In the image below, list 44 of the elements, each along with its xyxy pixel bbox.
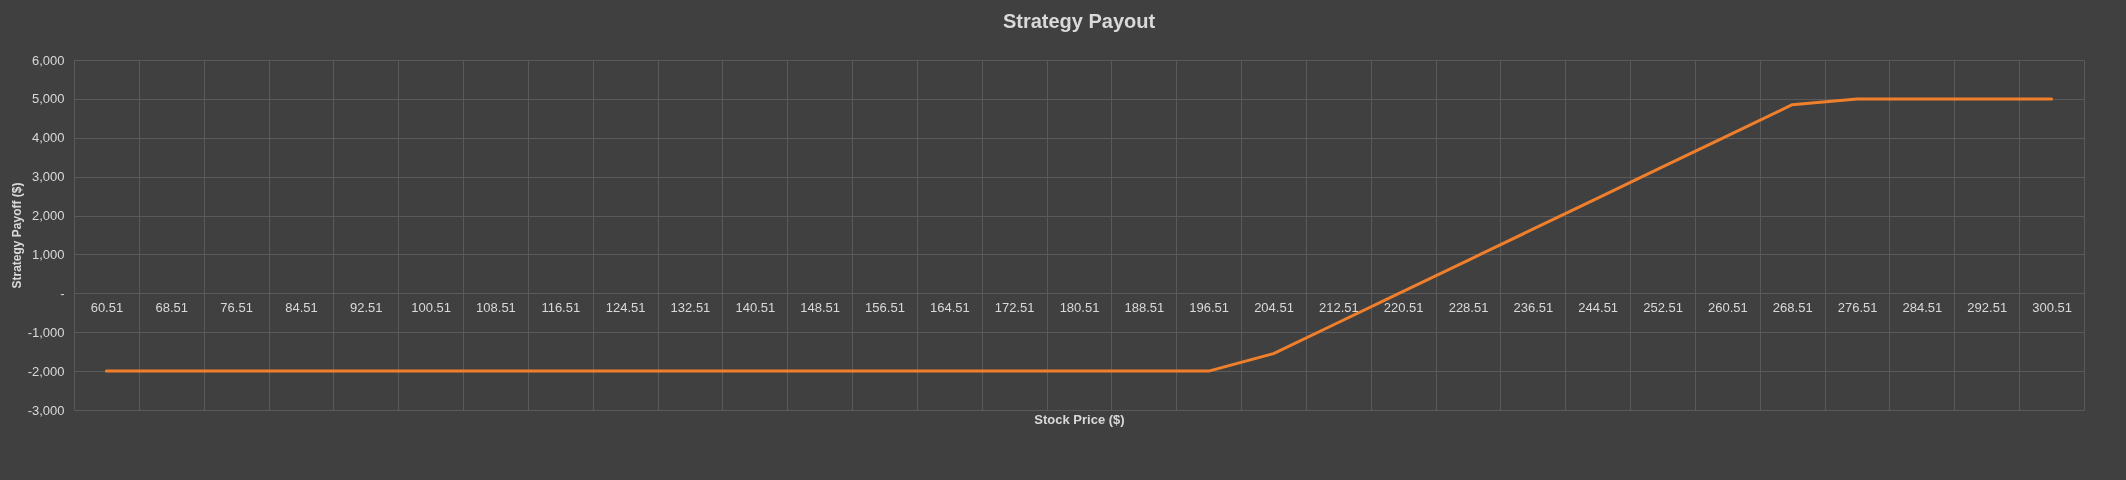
y-axis-title: Strategy Payoff ($) bbox=[9, 182, 24, 289]
x-tick-label: 140.51 bbox=[735, 299, 776, 315]
x-tick-label: 284.51 bbox=[1902, 299, 1943, 315]
y-tick-label: 2,000 bbox=[31, 208, 65, 224]
x-axis-title: Stock Price ($) bbox=[1034, 411, 1125, 427]
x-tick-label: 68.51 bbox=[155, 299, 189, 315]
x-tick-label: 204.51 bbox=[1254, 299, 1294, 315]
y-tick-label: -3,000 bbox=[27, 402, 65, 418]
x-tick-label: 268.51 bbox=[1772, 299, 1813, 315]
x-tick-label: 116.51 bbox=[541, 299, 581, 315]
x-tick-label: 148.51 bbox=[800, 299, 841, 315]
x-tick-label: 180.51 bbox=[1059, 299, 1100, 315]
x-tick-label: 292.51 bbox=[1967, 299, 2008, 315]
x-tick-label: 92.51 bbox=[350, 299, 383, 315]
x-tick-label: 100.51 bbox=[411, 299, 451, 315]
x-tick-label: 156.51 bbox=[865, 299, 905, 315]
x-tick-label: 276.51 bbox=[1837, 299, 1878, 315]
x-tick-label: 60.51 bbox=[90, 299, 124, 315]
x-tick-label: 212.51 bbox=[1318, 299, 1359, 315]
x-tick-label: 108.51 bbox=[476, 299, 516, 315]
y-tick-label: 4,000 bbox=[31, 130, 65, 146]
y-tick-label: - bbox=[60, 285, 65, 301]
y-tick-label: 5,000 bbox=[31, 91, 65, 107]
x-tick-label: 188.51 bbox=[1124, 299, 1165, 315]
x-tick-label: 84.51 bbox=[285, 299, 318, 315]
x-tick-label: 76.51 bbox=[220, 299, 253, 315]
x-tick-label: 164.51 bbox=[929, 299, 970, 315]
x-tick-label: 196.51 bbox=[1189, 299, 1230, 315]
x-tick-label: 124.51 bbox=[605, 299, 646, 315]
y-tick-label: 6,000 bbox=[31, 52, 65, 68]
x-tick-label: 228.51 bbox=[1448, 299, 1489, 315]
x-tick-label: 236.51 bbox=[1513, 299, 1554, 315]
y-tick-label: -1,000 bbox=[27, 324, 65, 340]
x-tick-label: 132.51 bbox=[670, 299, 711, 315]
x-tick-label: 252.51 bbox=[1643, 299, 1683, 315]
y-tick-label: 3,000 bbox=[31, 169, 65, 185]
x-tick-label: 260.51 bbox=[1708, 299, 1748, 315]
chart-title: Strategy Payout bbox=[1002, 10, 1156, 32]
x-tick-label: 220.51 bbox=[1383, 299, 1424, 315]
x-tick-label: 172.51 bbox=[994, 299, 1035, 315]
x-tick-label: 300.51 bbox=[2032, 299, 2072, 315]
x-tick-label: 244.51 bbox=[1578, 299, 1619, 315]
y-tick-label: -2,000 bbox=[27, 363, 65, 379]
y-tick-label: 1,000 bbox=[31, 246, 65, 262]
